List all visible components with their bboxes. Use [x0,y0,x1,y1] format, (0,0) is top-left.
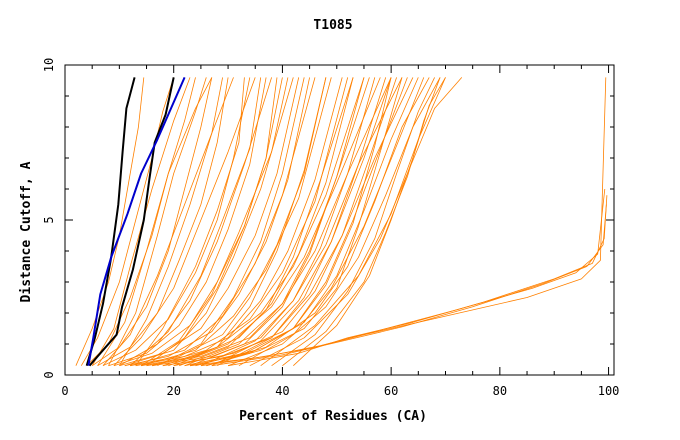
series-line-2 [88,77,175,367]
series-line-43 [157,77,305,367]
x-tick-label: 80 [493,384,507,398]
series-line-41 [135,77,245,366]
series-line-57 [271,77,435,367]
series-line-49 [140,77,289,367]
series-line-26 [91,77,191,366]
series-line-33 [140,77,332,367]
series-line-25 [249,77,463,367]
series-line-42 [146,77,278,367]
series-line-4 [75,77,145,366]
chart-title: T1085 [313,18,352,33]
series-line-6 [86,77,196,366]
series-line-18 [151,77,376,367]
series-line-48 [129,77,262,366]
y-tick-label: 10 [42,58,56,72]
series-line-53 [206,77,403,367]
series-line-40 [108,77,207,366]
series-line-50 [211,77,392,367]
series-line-55 [282,77,441,367]
series-line-29 [113,77,256,366]
series-line-17 [146,77,365,367]
series-line-38 [200,77,403,367]
x-tick-label: 20 [166,384,180,398]
series-line-32 [130,77,316,367]
x-tick-label: 40 [275,384,289,398]
series-line-31 [124,77,294,367]
y-axis: 0 5 10 [42,58,614,379]
y-tick-label: 0 [42,371,56,378]
series-line-1 [85,77,136,366]
series-layer [75,76,608,367]
series-line-36 [173,77,381,367]
x-tick-label: 60 [384,384,398,398]
series-line-35 [162,77,365,367]
series-line-59 [200,188,606,367]
series-line-5 [80,77,175,366]
series-line-22 [195,77,419,367]
series-line-20 [173,77,397,367]
x-axis: 0 20 40 60 80 100 [61,65,619,398]
series-line-46 [189,77,370,367]
series-line-13 [124,77,310,367]
series-line-3 [87,76,186,366]
series-line-52 [260,77,446,367]
series-line-56 [293,77,446,366]
x-axis-label: Percent of Residues (CA) [239,409,427,424]
x-tick-label: 0 [61,384,68,398]
y-tick-label: 5 [42,216,56,223]
series-line-10 [108,77,267,367]
series-line-54 [189,77,392,367]
series-line-28 [102,77,234,366]
series-line-37 [184,77,392,367]
series-line-58 [189,77,607,367]
series-line-47 [119,77,223,366]
series-line-61 [228,195,608,367]
x-tick-label: 100 [598,384,620,398]
series-line-9 [102,77,251,367]
series-line-30 [119,77,272,367]
series-line-16 [141,77,354,367]
series-line-44 [168,77,327,367]
series-line-45 [178,77,354,367]
y-axis-label: Distance Cutoff, A [19,161,34,302]
series-line-39 [217,77,414,367]
series-line-14 [130,77,327,367]
